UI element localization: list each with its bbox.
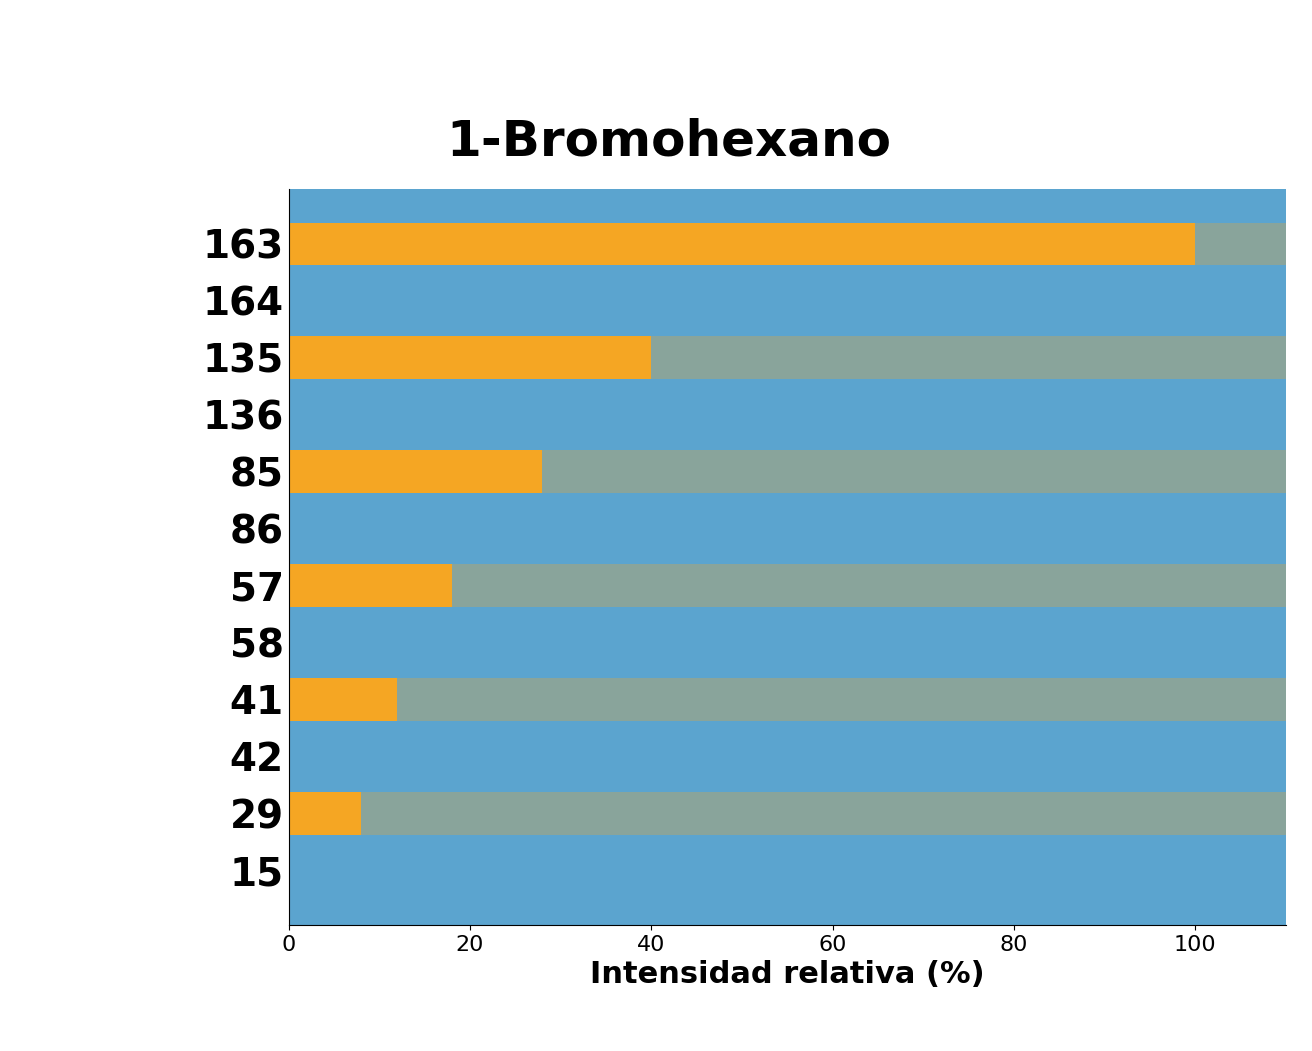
Bar [289,678,1286,721]
Bar [289,336,651,379]
Bar [289,678,398,721]
Text: 1-Bromohexano: 1-Bromohexano [446,118,892,166]
Bar [289,223,1195,265]
Bar [289,849,1286,891]
Bar [289,336,1286,379]
Bar [289,508,488,550]
Bar [289,280,1286,323]
Bar [289,849,335,891]
Bar [289,564,451,606]
Bar [289,678,398,721]
Bar [289,393,606,436]
Bar [289,508,488,550]
Bar [289,223,1286,265]
Bar [289,450,1286,493]
X-axis label: Intensidad relativa (%): Intensidad relativa (%) [590,961,984,989]
Bar [289,735,379,778]
Bar [289,621,416,664]
Bar [289,336,651,379]
Bar [289,450,542,493]
Bar [289,564,1286,606]
Bar [289,735,1286,778]
Bar [289,393,606,436]
Bar [289,223,1195,265]
Bar [289,791,1286,834]
Bar [289,508,1286,550]
Bar [289,450,542,493]
Bar [289,621,416,664]
Bar [289,791,361,834]
Bar [289,280,1168,323]
Bar [289,280,1168,323]
Bar [289,564,451,606]
Bar [289,393,1286,436]
Bar [289,791,361,834]
Bar [289,735,379,778]
Bar [289,849,335,891]
Bar [289,621,1286,664]
